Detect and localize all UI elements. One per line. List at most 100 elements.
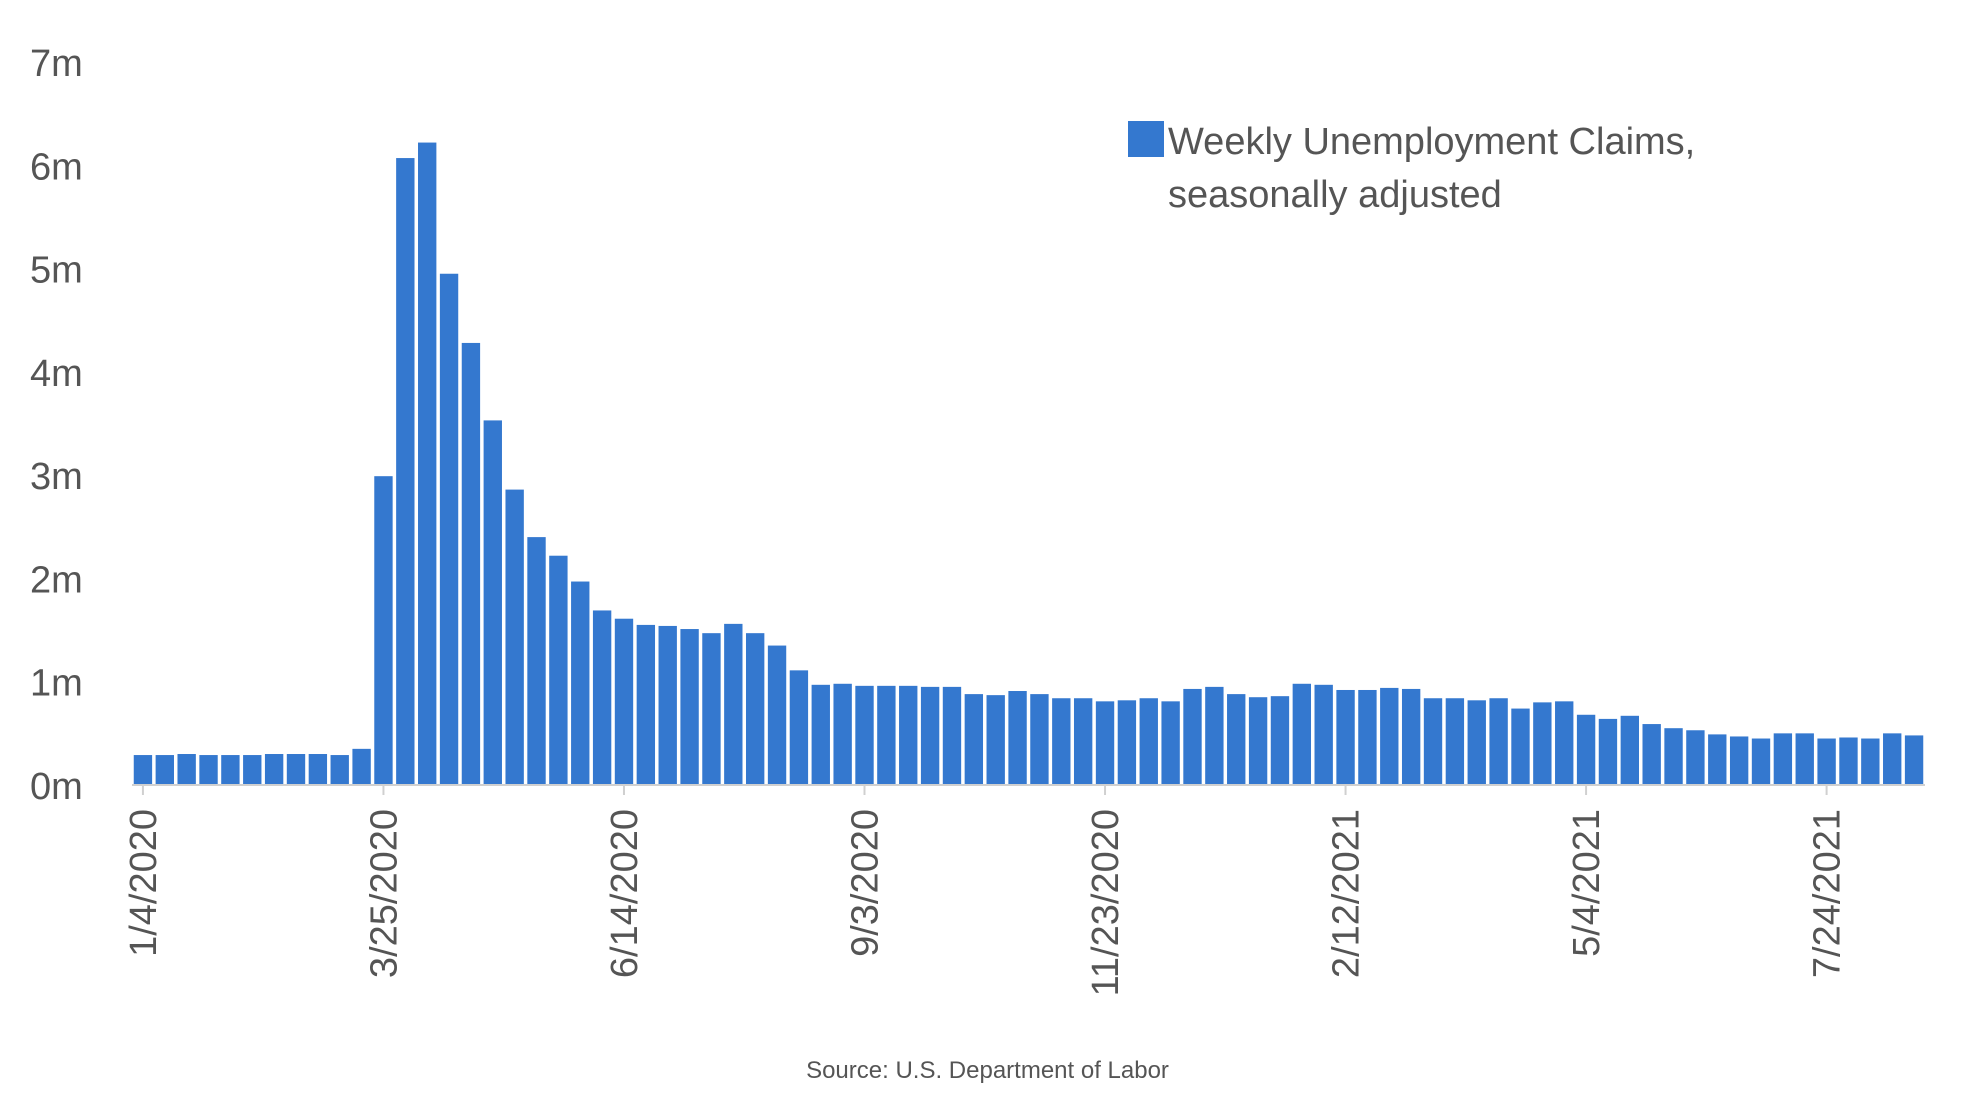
bar — [527, 537, 546, 785]
bar — [1489, 698, 1508, 785]
bar — [1839, 737, 1858, 785]
x-tick-label: 7/24/2021 — [1807, 809, 1849, 978]
bar — [308, 754, 328, 785]
bar — [986, 695, 1005, 785]
x-tick-label: 9/3/2020 — [845, 809, 887, 957]
y-tick-label: 7m — [30, 43, 83, 85]
bar — [1620, 715, 1639, 785]
bar — [1533, 702, 1552, 785]
bar — [1183, 688, 1202, 785]
bar — [1380, 687, 1399, 785]
y-tick-label: 0m — [30, 766, 83, 808]
bar — [243, 755, 262, 785]
bar — [636, 624, 656, 785]
bar — [1161, 701, 1180, 785]
x-tick-label: 11/23/2020 — [1085, 809, 1127, 996]
x-tick-label: 6/14/2020 — [604, 809, 646, 978]
bar — [1117, 700, 1137, 785]
bar — [964, 694, 984, 785]
bar — [571, 581, 590, 785]
bar — [745, 633, 765, 785]
bar — [592, 610, 612, 785]
bar — [614, 618, 634, 785]
y-tick-label: 2m — [30, 559, 83, 601]
bar — [1598, 718, 1618, 785]
bar — [439, 273, 459, 785]
bar — [286, 754, 306, 785]
y-tick-label: 3m — [30, 456, 83, 498]
bar — [1817, 738, 1836, 785]
bar — [1008, 691, 1027, 785]
legend-swatch — [1128, 121, 1164, 157]
bar — [1773, 733, 1793, 785]
bar — [680, 629, 699, 785]
bar — [1883, 733, 1902, 785]
bar-series — [133, 142, 1924, 785]
y-tick-label: 1m — [30, 663, 83, 705]
bar — [221, 755, 240, 785]
bar — [155, 755, 174, 785]
bar — [549, 555, 568, 785]
x-tick-label: 1/4/2020 — [123, 809, 165, 957]
bar — [177, 754, 196, 785]
bar — [1904, 735, 1924, 785]
bar — [1139, 698, 1158, 785]
x-tick-label: 5/4/2021 — [1566, 809, 1608, 957]
y-tick-label: 5m — [30, 250, 83, 292]
legend: Weekly Unemployment Claims, seasonally a… — [1128, 121, 1706, 216]
source-note: Source: U.S. Department of Labor — [806, 1057, 1169, 1084]
y-tick-label: 4m — [30, 353, 83, 395]
bar — [1555, 701, 1574, 785]
bar — [1467, 700, 1486, 785]
bar — [1511, 708, 1530, 785]
bar — [1708, 734, 1727, 785]
bar — [1248, 697, 1268, 785]
y-tick-label: 6m — [30, 146, 83, 188]
bar — [330, 755, 349, 785]
bar — [1445, 698, 1465, 785]
bar — [899, 685, 918, 785]
bar — [1073, 698, 1093, 785]
bar — [133, 755, 153, 785]
bar — [1861, 738, 1880, 785]
bar — [1401, 688, 1421, 785]
bar — [483, 420, 502, 785]
bar — [374, 476, 393, 785]
bar — [264, 754, 284, 785]
y-axis: 0m 1m 2m 3m 4m 5m 6m 7m — [30, 43, 83, 808]
bar — [1576, 714, 1596, 785]
bar — [724, 623, 743, 785]
bar — [1423, 698, 1443, 785]
bar — [1227, 694, 1246, 785]
bar — [1686, 730, 1705, 785]
legend-label: Weekly Unemployment Claims, seasonally a… — [1168, 121, 1706, 216]
bar — [1729, 736, 1749, 785]
bar — [199, 755, 218, 785]
legend-label-line-1: Weekly Unemployment Claims, — [1168, 121, 1695, 163]
bar — [789, 670, 809, 785]
bar — [1314, 684, 1333, 785]
bar — [1270, 696, 1290, 785]
bar — [1795, 733, 1814, 785]
bar — [833, 683, 852, 785]
x-tick-label: 3/25/2020 — [363, 809, 405, 978]
bar — [352, 748, 371, 785]
bar — [505, 489, 524, 785]
x-tick-label: 2/12/2021 — [1326, 809, 1368, 978]
bar — [942, 686, 962, 785]
bar — [418, 142, 437, 785]
bar — [811, 684, 830, 785]
bar — [920, 686, 940, 785]
bar — [1292, 683, 1312, 785]
bar — [1664, 728, 1683, 785]
bar — [1358, 689, 1377, 785]
bar — [1052, 698, 1071, 785]
bar — [855, 685, 874, 785]
bar — [1030, 694, 1049, 785]
bar — [396, 158, 415, 785]
bar — [1205, 686, 1224, 785]
bar — [1336, 689, 1355, 785]
bar — [877, 685, 896, 785]
bar — [1642, 724, 1661, 785]
